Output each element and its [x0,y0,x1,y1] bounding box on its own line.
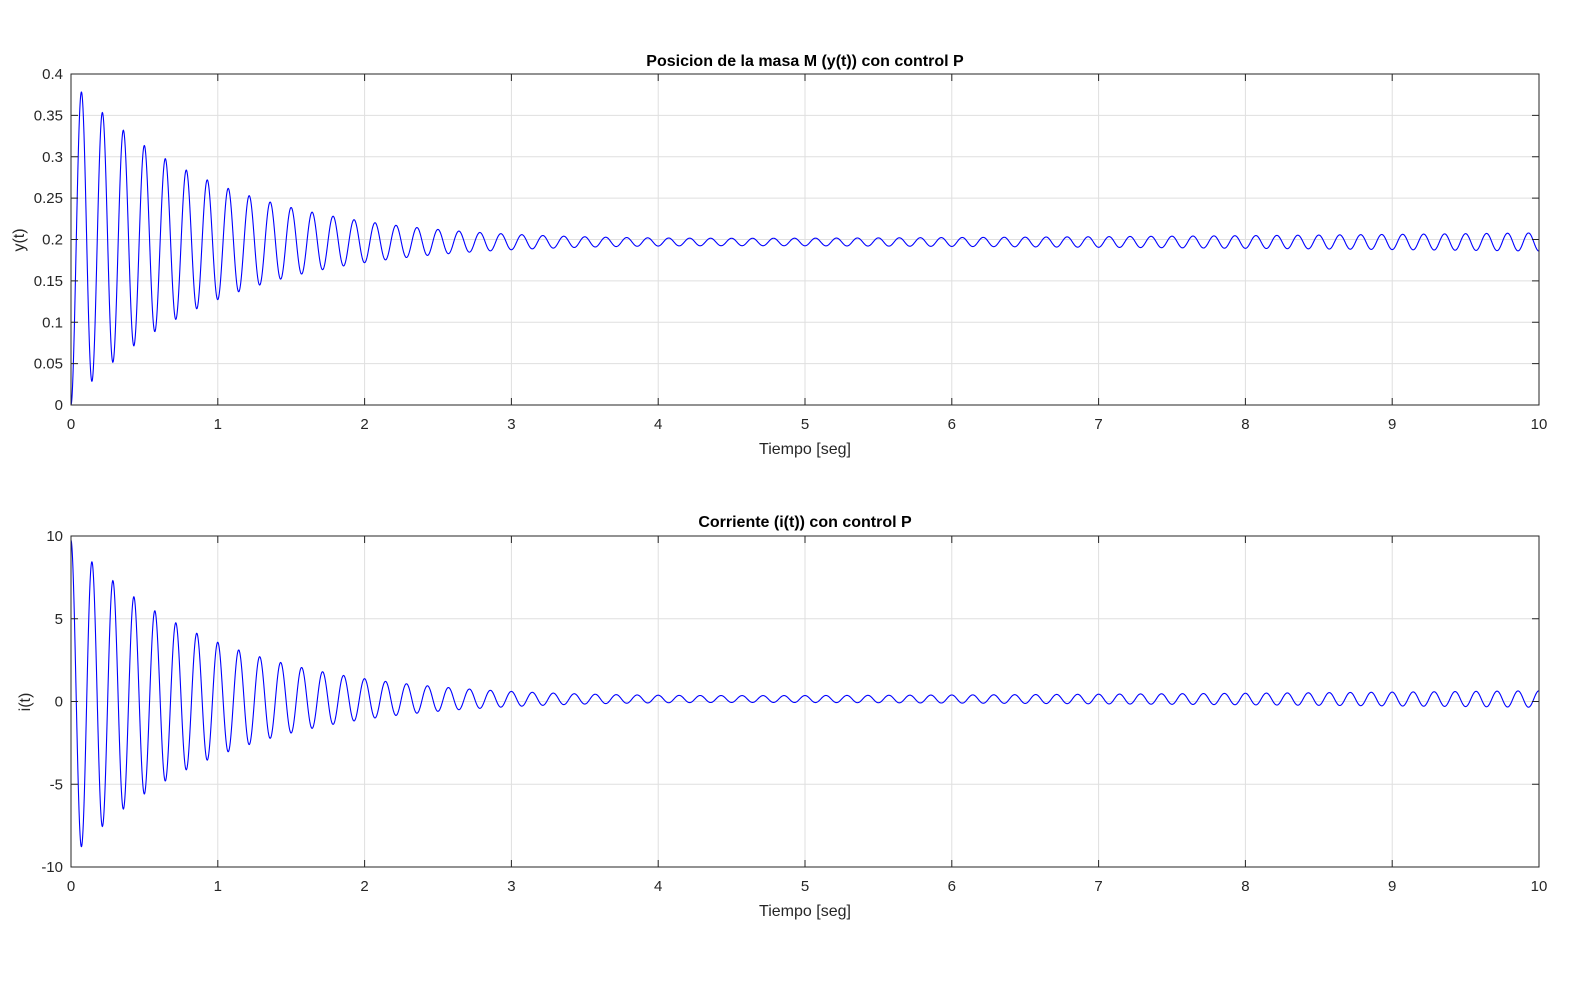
current-x-tick-label: 1 [214,878,222,895]
position-series-line [70,91,1540,406]
position-y-tick-label: 0.3 [42,149,63,166]
position-x-tick-label: 9 [1388,416,1396,433]
current-y-tick-label: -5 [50,776,63,793]
current-x-tick-label: 6 [948,878,956,895]
position-y-tick-label: 0.2 [42,232,63,249]
current-x-tick-label: 7 [1094,878,1102,895]
current-x-tick-label: 2 [360,878,368,895]
position-y-ticks: 0 0.05 0.1 0.15 0.2 0.25 0.3 0.35 0.4 [34,66,1539,414]
position-x-tick-label: 6 [948,416,956,433]
current-y-tick-label: 0 [55,694,63,711]
position-y-tick-label: 0.1 [42,314,63,331]
position-x-tick-label: 10 [1531,416,1548,433]
current-x-tick-label: 8 [1241,878,1249,895]
position-plot-title: Posicion de la masa M (y(t)) con control… [646,53,964,70]
current-y-tick-label: 5 [55,611,63,628]
current-x-tick-label: 9 [1388,878,1396,895]
current-x-tick-label: 0 [67,878,75,895]
position-y-tick-label: 0.15 [34,273,63,290]
position-y-axis-label: y(t) [11,228,28,251]
position-x-tick-label: 3 [507,416,515,433]
position-x-tick-label: 5 [801,416,809,433]
current-y-tick-label: 10 [46,528,63,545]
position-x-tick-label: 4 [654,416,662,433]
position-y-tick-label: 0.4 [42,66,63,83]
position-x-tick-label: 0 [67,416,75,433]
position-subplot: Posicion de la masa M (y(t)) con control… [11,53,1547,458]
position-x-tick-label: 1 [214,416,222,433]
position-x-tick-label: 2 [360,416,368,433]
current-y-tick-label: -10 [41,859,63,876]
current-x-tick-label: 4 [654,878,662,895]
current-subplot: Corriente (i(t)) con control P 0 1 2 3 4 5 6 7 8… [17,514,1547,920]
position-x-tick-label: 8 [1241,416,1249,433]
current-x-axis-label: Tiempo [seg] [759,903,851,920]
position-x-tick-label: 7 [1094,416,1102,433]
current-x-tick-label: 3 [507,878,515,895]
position-x-ticks: 0 1 2 3 4 5 6 7 8 9 10 [67,74,1548,433]
position-x-axis-label: Tiempo [seg] [759,441,851,458]
position-y-tick-label: 0 [55,397,63,414]
current-plot-title: Corriente (i(t)) con control P [698,514,912,531]
position-y-tick-label: 0.05 [34,356,63,373]
current-x-tick-label: 10 [1531,878,1548,895]
current-y-ticks: -10 -5 0 5 10 [41,528,1539,876]
position-y-tick-label: 0.25 [34,190,63,207]
current-y-axis-label: i(t) [17,693,34,712]
current-series-line [70,539,1540,848]
position-y-tick-label: 0.35 [34,107,63,124]
current-x-ticks: 0 1 2 3 4 5 6 7 8 9 10 [67,536,1548,895]
current-x-tick-label: 5 [801,878,809,895]
